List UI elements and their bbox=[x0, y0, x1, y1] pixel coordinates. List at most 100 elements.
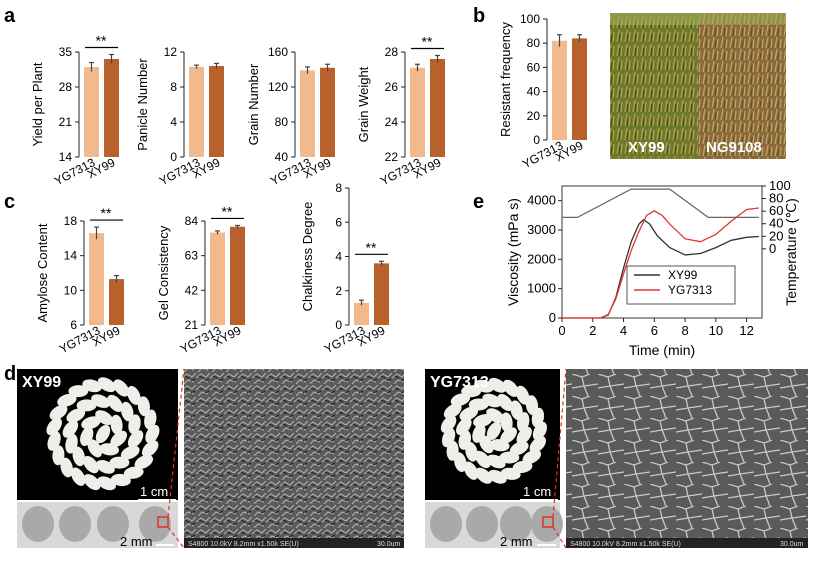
bar-XY99 bbox=[104, 59, 119, 157]
y-tick-label: 22 bbox=[385, 150, 399, 164]
bar-YG7313 bbox=[189, 66, 204, 157]
rice-grain bbox=[57, 393, 77, 407]
rice-grain bbox=[488, 377, 507, 393]
cross-section-row-left bbox=[22, 506, 171, 542]
rice-grain bbox=[113, 379, 130, 397]
rice-grain bbox=[95, 410, 114, 426]
sem-scale-left: 30.0um bbox=[377, 541, 401, 548]
rice-grain bbox=[120, 401, 134, 422]
sem-image-left bbox=[184, 369, 404, 548]
y-tick-label: 60 bbox=[527, 60, 541, 74]
bar-YG7313 bbox=[300, 70, 315, 157]
rice-grain bbox=[510, 400, 523, 421]
rice-grain bbox=[515, 385, 530, 405]
rice-grain bbox=[46, 417, 62, 436]
rice-grain bbox=[95, 460, 115, 474]
rice-grain bbox=[497, 393, 514, 412]
rice-grain bbox=[83, 474, 101, 491]
rice-grain bbox=[81, 416, 101, 430]
significance-marker: ** bbox=[366, 239, 377, 255]
rice-grain bbox=[516, 426, 532, 445]
y2-tick-label: 0 bbox=[769, 241, 776, 256]
y-tick-label: 80 bbox=[275, 115, 289, 129]
grain-cross-section bbox=[430, 506, 462, 542]
y-axis-label: Yield per Plant bbox=[30, 62, 45, 146]
rice-grain bbox=[509, 441, 529, 456]
bar-XY99 bbox=[209, 66, 224, 157]
y-tick-label: 4 bbox=[170, 115, 177, 129]
rice-grain bbox=[127, 385, 141, 405]
x-tick-label: 10 bbox=[709, 323, 723, 338]
rice-grain bbox=[487, 469, 507, 484]
y2-axis-label: Temperature (℃) bbox=[783, 198, 799, 306]
rice-grain bbox=[465, 441, 478, 462]
rice-grain bbox=[489, 439, 510, 452]
rice-grain bbox=[532, 421, 547, 441]
y-axis-label: Grain Weight bbox=[356, 66, 371, 142]
y2-tick-label: 40 bbox=[769, 216, 783, 231]
rice-grain bbox=[95, 424, 111, 444]
zoom-box-left bbox=[157, 516, 169, 528]
y-tick-label: 21 bbox=[185, 318, 199, 332]
cross-section-row-right bbox=[430, 506, 563, 542]
significance-marker: ** bbox=[422, 34, 433, 50]
y-tick-label: 0 bbox=[335, 318, 342, 332]
rice-grain bbox=[463, 461, 479, 480]
panel-label-b: b bbox=[473, 5, 485, 27]
y2-tick-label: 60 bbox=[769, 203, 783, 218]
y-tick-label: 35 bbox=[59, 45, 73, 59]
y-tick-label: 1000 bbox=[527, 281, 556, 296]
rice-grain bbox=[107, 394, 124, 412]
rice-grain bbox=[500, 412, 513, 433]
y-tick-label: 28 bbox=[59, 80, 73, 94]
grain-panel-left: XY99 1 cm 2 mm S4800 10.0kV 8.2mm x1.50k… bbox=[17, 368, 404, 549]
grain-cluster-right bbox=[440, 377, 547, 484]
scale-label-1cm-left: 1 cm bbox=[140, 484, 168, 499]
y-axis-label: Chalkiness Degree bbox=[300, 202, 315, 312]
grain-title-left: XY99 bbox=[22, 374, 61, 391]
grain-cross-section bbox=[22, 506, 54, 542]
rice-grain bbox=[474, 450, 491, 469]
rice-grain bbox=[441, 428, 456, 448]
rice-grain bbox=[473, 414, 493, 428]
rice-grain bbox=[517, 412, 530, 432]
sem-image-right bbox=[566, 369, 808, 548]
rice-grain bbox=[83, 455, 99, 474]
grain-cross-section bbox=[466, 506, 498, 542]
x-tick-label: 0 bbox=[558, 323, 565, 338]
y-tick-label: 120 bbox=[268, 80, 288, 94]
rice-grain bbox=[120, 445, 140, 460]
rice-grain bbox=[127, 430, 144, 448]
grain-cross-section bbox=[531, 506, 563, 542]
y-tick-label: 26 bbox=[385, 80, 399, 94]
scale-label-1cm-right: 1 cm bbox=[523, 484, 551, 499]
x-tick-label: 4 bbox=[620, 323, 627, 338]
y-tick-label: 14 bbox=[59, 150, 73, 164]
y-tick-label: 40 bbox=[275, 150, 289, 164]
rice-grain bbox=[458, 430, 472, 450]
rice-grain bbox=[110, 473, 131, 487]
photo-label-xy99: XY99 bbox=[628, 139, 665, 156]
rice-grain bbox=[82, 379, 102, 393]
y-tick-label: 8 bbox=[170, 80, 177, 94]
y-tick-label: 100 bbox=[520, 12, 540, 26]
rice-grain bbox=[72, 446, 86, 467]
grain-cluster-left bbox=[46, 377, 160, 491]
legend-label: XY99 bbox=[668, 268, 698, 282]
y-axis-label: Panicle Number bbox=[135, 58, 150, 151]
rice-grain bbox=[110, 430, 128, 448]
y-tick-label: 12 bbox=[164, 45, 178, 59]
rice-grain bbox=[49, 404, 68, 421]
grain-panel-right: YG7313 1 cm 2 mm S4800 10.0kV 8.2mm x1.5… bbox=[425, 368, 808, 549]
y-tick-label: 4000 bbox=[527, 193, 556, 208]
rice-grain bbox=[70, 467, 86, 486]
bar-YG7313 bbox=[410, 67, 425, 157]
rice-grain bbox=[482, 393, 502, 408]
